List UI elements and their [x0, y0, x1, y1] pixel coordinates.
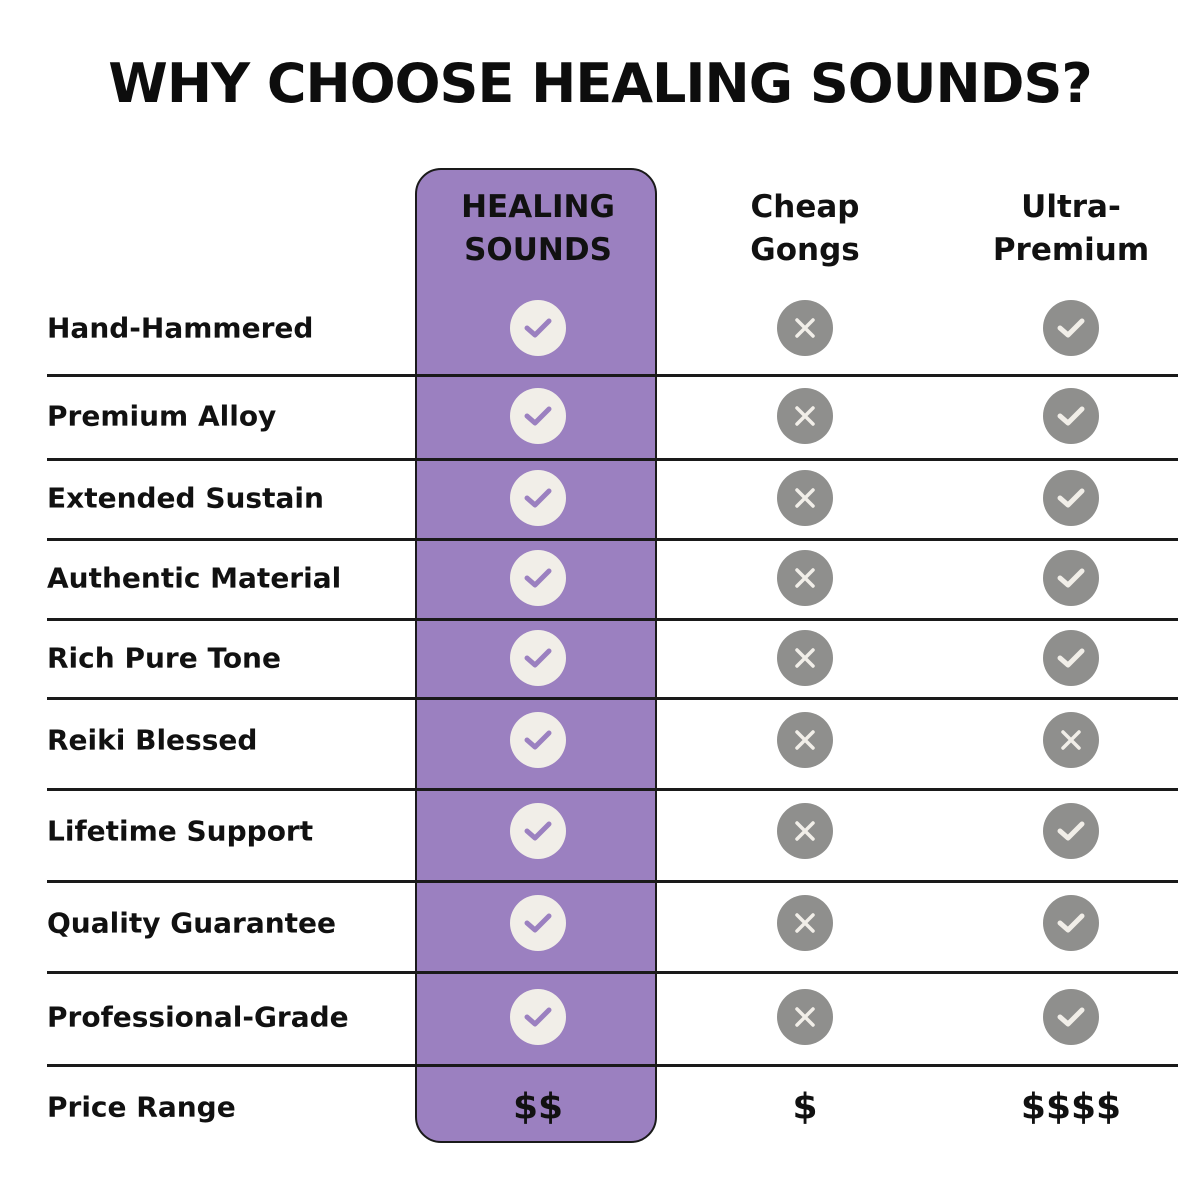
x-icon [777, 388, 833, 444]
row-label: Lifetime Support [47, 814, 314, 848]
row-divider [47, 788, 1178, 791]
check-icon [1043, 630, 1099, 686]
x-icon [777, 895, 833, 951]
price-value: $$ [512, 1086, 564, 1128]
row-divider [47, 538, 1178, 541]
check-icon [510, 630, 566, 686]
row-divider [47, 697, 1178, 700]
check-icon [510, 300, 566, 356]
row-divider [47, 1064, 1178, 1067]
row-label: Reiki Blessed [47, 723, 258, 757]
check-icon [1043, 550, 1099, 606]
x-icon [777, 550, 833, 606]
check-icon [510, 989, 566, 1045]
column-header-line: Premium [992, 232, 1150, 268]
row-divider [47, 374, 1178, 377]
row-divider [47, 880, 1178, 883]
row-divider [47, 971, 1178, 974]
check-icon [1043, 300, 1099, 356]
check-icon [510, 712, 566, 768]
check-icon [1043, 470, 1099, 526]
column-header-line: Gongs [750, 232, 860, 268]
row-label: Professional-Grade [47, 1000, 349, 1034]
check-icon [510, 388, 566, 444]
column-header: HEALING SOUNDS [408, 186, 668, 272]
x-icon [777, 470, 833, 526]
row-label: Authentic Material [47, 561, 342, 595]
check-icon [1043, 803, 1099, 859]
column-header: Cheap Gongs [675, 186, 935, 272]
check-icon [510, 895, 566, 951]
row-label: Hand-Hammered [47, 311, 314, 345]
x-icon [1043, 712, 1099, 768]
check-icon [510, 550, 566, 606]
column-header-line: SOUNDS [464, 232, 612, 268]
x-icon [777, 630, 833, 686]
x-icon [777, 803, 833, 859]
row-label: Extended Sustain [47, 481, 324, 515]
column-header-line: Cheap [750, 189, 860, 225]
x-icon [777, 712, 833, 768]
row-label: Premium Alloy [47, 399, 277, 433]
check-icon [510, 803, 566, 859]
check-icon [1043, 989, 1099, 1045]
column-header-line: HEALING [461, 189, 615, 225]
price-value: $$$$ [1020, 1086, 1122, 1128]
column-header: Ultra- Premium [941, 186, 1200, 272]
row-label: Price Range [47, 1090, 236, 1124]
row-divider [47, 458, 1178, 461]
x-icon [777, 300, 833, 356]
page-title: WHY CHOOSE HEALING SOUNDS? [108, 52, 1092, 115]
check-icon [1043, 895, 1099, 951]
row-label: Quality Guarantee [47, 906, 337, 940]
price-value: $ [792, 1086, 818, 1128]
x-icon [777, 989, 833, 1045]
column-header-line: Ultra- [1021, 189, 1121, 225]
check-icon [1043, 388, 1099, 444]
check-icon [510, 470, 566, 526]
row-divider [47, 618, 1178, 621]
row-label: Rich Pure Tone [47, 641, 281, 675]
